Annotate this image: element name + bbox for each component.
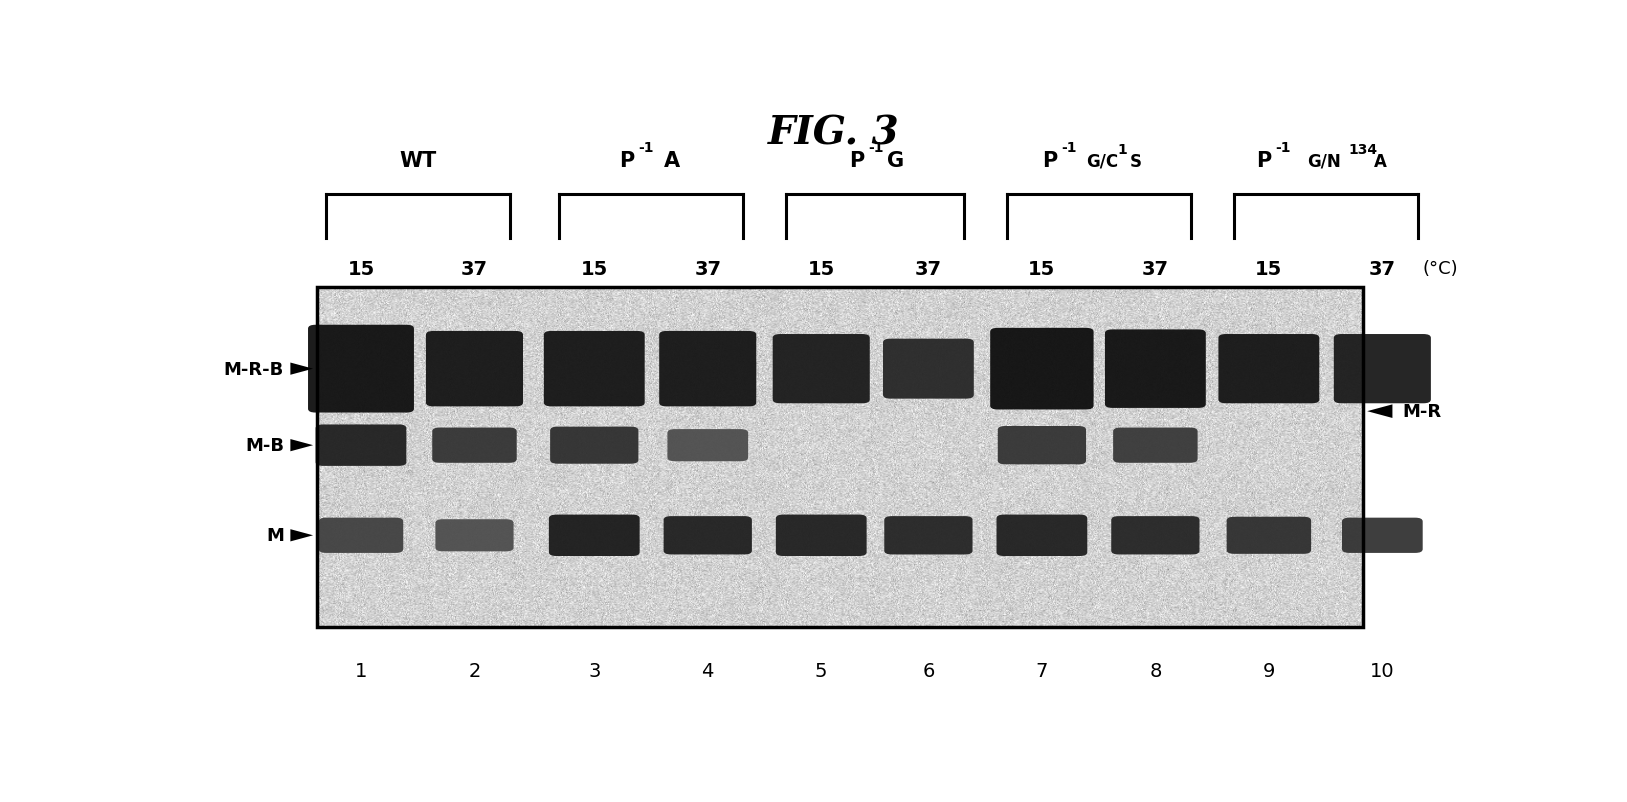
Text: -1: -1	[1276, 141, 1290, 155]
Text: 10: 10	[1370, 661, 1394, 680]
Text: A: A	[664, 150, 680, 170]
Text: M-B: M-B	[246, 436, 285, 455]
Text: P: P	[849, 150, 866, 170]
Text: 15: 15	[1256, 260, 1282, 278]
Text: 37: 37	[1142, 260, 1168, 278]
Text: 5: 5	[815, 661, 828, 680]
Text: 3: 3	[587, 661, 600, 680]
Text: -1: -1	[1061, 141, 1077, 155]
FancyBboxPatch shape	[1113, 428, 1197, 464]
FancyBboxPatch shape	[548, 515, 639, 557]
FancyBboxPatch shape	[883, 339, 975, 399]
Text: 1: 1	[1118, 143, 1128, 156]
Text: -1: -1	[638, 141, 654, 155]
Text: P: P	[1256, 150, 1271, 170]
FancyBboxPatch shape	[550, 427, 638, 464]
FancyBboxPatch shape	[664, 516, 752, 555]
FancyBboxPatch shape	[996, 515, 1087, 557]
Text: G: G	[887, 150, 905, 170]
Text: G/N: G/N	[1306, 152, 1341, 170]
Text: G/C: G/C	[1087, 152, 1118, 170]
Text: 15: 15	[348, 260, 374, 278]
Text: 37: 37	[1368, 260, 1396, 278]
Text: A: A	[1373, 152, 1386, 170]
Polygon shape	[290, 439, 312, 452]
Text: 7: 7	[1036, 661, 1048, 680]
Text: M: M	[267, 527, 285, 545]
Text: 37: 37	[695, 260, 721, 278]
Text: 15: 15	[581, 260, 608, 278]
Text: 37: 37	[914, 260, 942, 278]
FancyBboxPatch shape	[659, 331, 757, 407]
Text: M-R-B: M-R-B	[225, 360, 285, 379]
Text: 4: 4	[701, 661, 714, 680]
FancyBboxPatch shape	[667, 430, 748, 462]
Polygon shape	[1367, 405, 1393, 419]
FancyBboxPatch shape	[433, 428, 517, 464]
Text: 6: 6	[923, 661, 934, 680]
Text: 37: 37	[460, 260, 488, 278]
FancyBboxPatch shape	[436, 520, 514, 552]
FancyBboxPatch shape	[991, 329, 1093, 410]
Text: 2: 2	[469, 661, 480, 680]
FancyBboxPatch shape	[997, 427, 1087, 464]
Text: (°C): (°C)	[1422, 260, 1458, 278]
Text: 15: 15	[1028, 260, 1056, 278]
FancyBboxPatch shape	[776, 515, 867, 557]
FancyBboxPatch shape	[1342, 518, 1422, 553]
FancyBboxPatch shape	[773, 334, 870, 403]
Text: 1: 1	[355, 661, 368, 680]
Polygon shape	[290, 363, 312, 375]
Polygon shape	[290, 529, 312, 541]
Bar	[317, 288, 1363, 627]
Text: S: S	[1131, 152, 1142, 170]
FancyBboxPatch shape	[316, 425, 407, 466]
FancyBboxPatch shape	[426, 331, 522, 407]
Text: -1: -1	[869, 141, 883, 155]
Text: P: P	[620, 150, 635, 170]
Text: 15: 15	[807, 260, 835, 278]
FancyBboxPatch shape	[319, 518, 403, 553]
Text: WT: WT	[399, 150, 436, 170]
FancyBboxPatch shape	[1227, 517, 1311, 554]
FancyBboxPatch shape	[883, 516, 973, 555]
Text: FIG. 3: FIG. 3	[768, 115, 900, 152]
Text: 134: 134	[1349, 143, 1378, 156]
FancyBboxPatch shape	[308, 326, 413, 413]
FancyBboxPatch shape	[1334, 334, 1430, 403]
FancyBboxPatch shape	[1111, 516, 1199, 555]
Text: M-R: M-R	[1402, 403, 1442, 420]
Text: P: P	[1041, 150, 1058, 170]
FancyBboxPatch shape	[1219, 334, 1319, 403]
Text: 9: 9	[1263, 661, 1276, 680]
Text: 8: 8	[1149, 661, 1162, 680]
FancyBboxPatch shape	[543, 331, 644, 407]
FancyBboxPatch shape	[1105, 330, 1206, 408]
